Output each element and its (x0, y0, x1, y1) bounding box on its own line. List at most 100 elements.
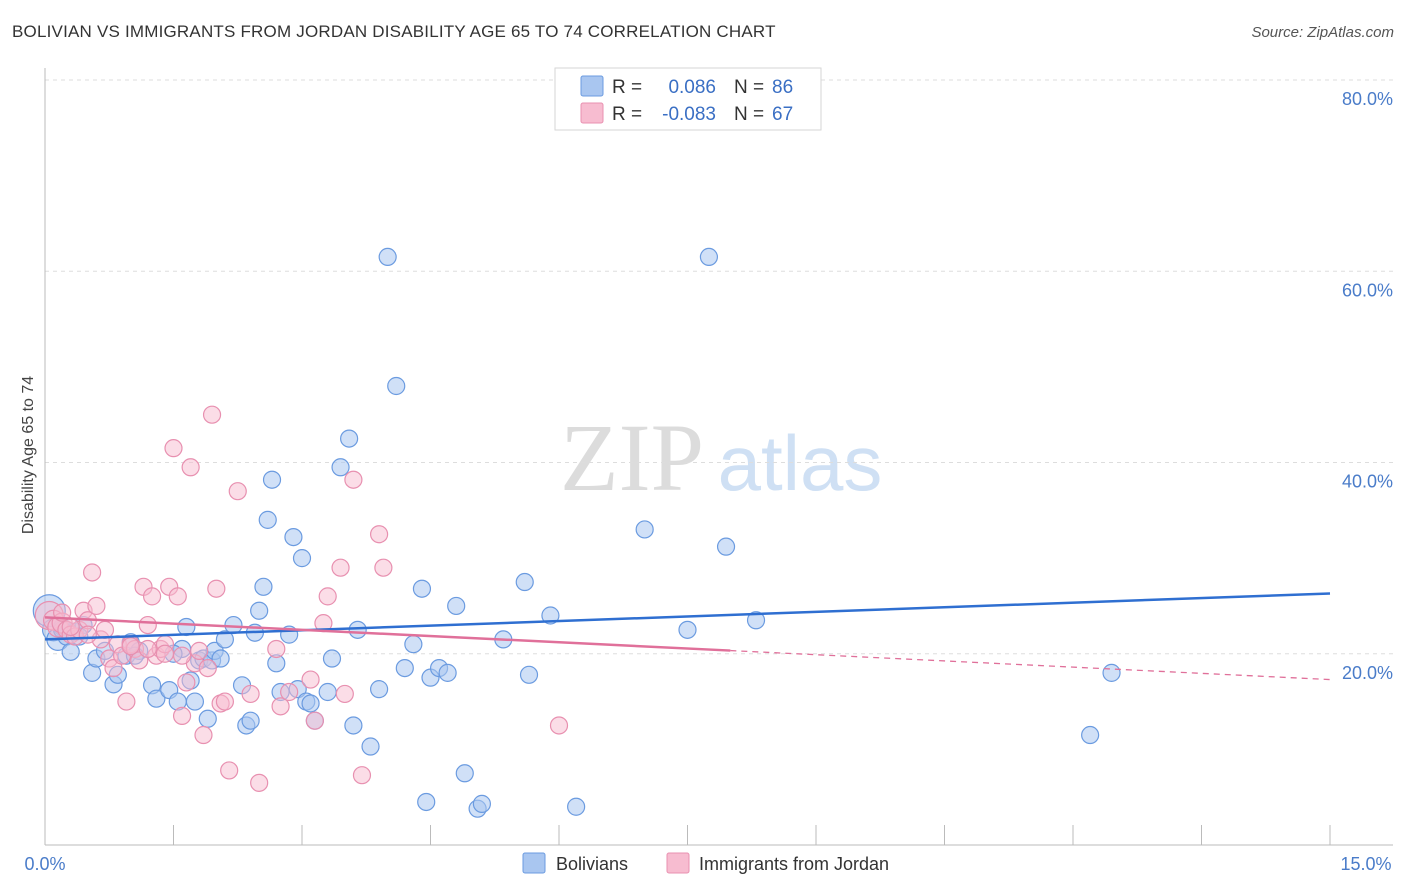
point-bolivians (262, 470, 282, 489)
point-jordan (228, 482, 247, 501)
point-jordan (198, 658, 217, 678)
point-jordan (280, 682, 299, 702)
point-jordan (104, 658, 123, 678)
bottom-legend-swatch-pink (666, 852, 690, 874)
point-jordan (374, 558, 393, 577)
point-jordan (352, 766, 372, 785)
point-jordan (142, 587, 162, 606)
point-bolivians (515, 572, 534, 592)
point-jordan (207, 579, 226, 598)
point-bolivians (699, 247, 719, 267)
point-jordan (318, 587, 337, 606)
y-tick-label-80: 80.0% (1342, 89, 1393, 109)
point-bolivians (147, 689, 166, 708)
point-bolivians (241, 711, 260, 730)
point-jordan (155, 644, 175, 663)
point-bolivians (292, 549, 312, 568)
stats-legend: R = 0.086 N = 86 R = -0.083 N = 67 (554, 67, 822, 131)
point-jordan (95, 620, 115, 639)
x-tick-label-max: 15.0% (1340, 854, 1391, 874)
point-jordan (168, 587, 187, 606)
legend-n-value-1: 86 (772, 77, 793, 98)
point-bolivians (348, 620, 367, 639)
legend-n-value-2: 67 (772, 104, 793, 125)
trend-line-jordan-dashed (730, 649, 1331, 681)
axes: 20.0% 40.0% 60.0% 80.0% 0.0% 15.0% (24, 68, 1393, 874)
point-jordan (117, 692, 136, 711)
point-bolivians (447, 596, 466, 616)
point-bolivians (185, 692, 205, 711)
series-jordan (34, 405, 569, 792)
point-jordan (250, 773, 269, 792)
trend-line-bolivians (44, 592, 1331, 641)
point-bolivians (198, 709, 217, 728)
point-jordan (305, 711, 324, 730)
point-bolivians (567, 797, 586, 816)
y-tick-label-40: 40.0% (1342, 472, 1393, 492)
point-jordan (271, 697, 290, 716)
point-jordan (331, 558, 350, 577)
point-bolivians (211, 649, 230, 668)
point-bolivians (1081, 725, 1100, 745)
point-bolivians (361, 737, 380, 756)
point-jordan (181, 458, 200, 477)
grid (45, 79, 1393, 655)
point-jordan (344, 470, 363, 489)
point-bolivians (678, 620, 697, 639)
series-legend: Bolivians Immigrants from Jordan (522, 852, 889, 874)
point-jordan (301, 670, 320, 689)
point-jordan (241, 684, 260, 704)
y-tick-label-20: 20.0% (1342, 663, 1393, 683)
point-jordan (202, 405, 222, 424)
legend-n-label-1: N = (734, 77, 764, 98)
point-jordan (194, 725, 213, 745)
point-jordan (138, 639, 157, 659)
legend-r-value-1: 0.086 (668, 77, 716, 98)
point-jordan (164, 439, 183, 458)
point-bolivians (387, 376, 406, 396)
point-bolivians (472, 794, 491, 813)
y-axis-label: Disability Age 65 to 74 (20, 376, 37, 534)
point-bolivians (61, 642, 80, 661)
point-bolivians (318, 682, 337, 702)
point-bolivians (417, 792, 436, 812)
point-bolivians (746, 611, 766, 630)
point-bolivians (519, 665, 539, 684)
legend-n-label-2: N = (734, 104, 764, 125)
point-bolivians (378, 247, 397, 267)
point-bolivians (404, 635, 423, 654)
point-jordan (215, 692, 234, 711)
point-jordan (267, 639, 286, 659)
point-jordan (220, 761, 239, 780)
point-jordan (121, 636, 140, 656)
point-bolivians (344, 716, 363, 735)
point-bolivians (541, 606, 560, 625)
watermark-zip: ZIP (560, 404, 704, 511)
chart-title: BOLIVIAN VS IMMIGRANTS FROM JORDAN DISAB… (12, 22, 776, 41)
point-bolivians (331, 458, 350, 477)
point-bolivians (301, 694, 320, 713)
point-jordan (87, 596, 106, 616)
trend-lines (44, 592, 1331, 681)
point-jordan (370, 525, 389, 544)
legend-swatch-blue (580, 75, 604, 97)
point-bolivians (284, 527, 303, 547)
legend-r-label-2: R = (612, 104, 642, 125)
point-jordan (177, 673, 196, 692)
point-bolivians (455, 764, 474, 783)
bottom-legend-label-jordan: Immigrants from Jordan (699, 854, 889, 874)
point-jordan (138, 615, 157, 635)
point-bolivians (1102, 663, 1121, 682)
trend-line-jordan-solid (44, 616, 731, 652)
point-jordan (172, 706, 192, 726)
point-bolivians (635, 520, 654, 539)
point-bolivians (250, 601, 269, 620)
point-jordan (190, 641, 209, 660)
bottom-legend-swatch-blue (522, 852, 546, 874)
bottom-legend-label-bolivians: Bolivians (556, 854, 628, 874)
source-label: Source: ZipAtlas.com (1251, 24, 1394, 41)
point-bolivians (322, 649, 342, 668)
point-bolivians (395, 658, 414, 678)
x-tick-label-min: 0.0% (24, 854, 65, 874)
